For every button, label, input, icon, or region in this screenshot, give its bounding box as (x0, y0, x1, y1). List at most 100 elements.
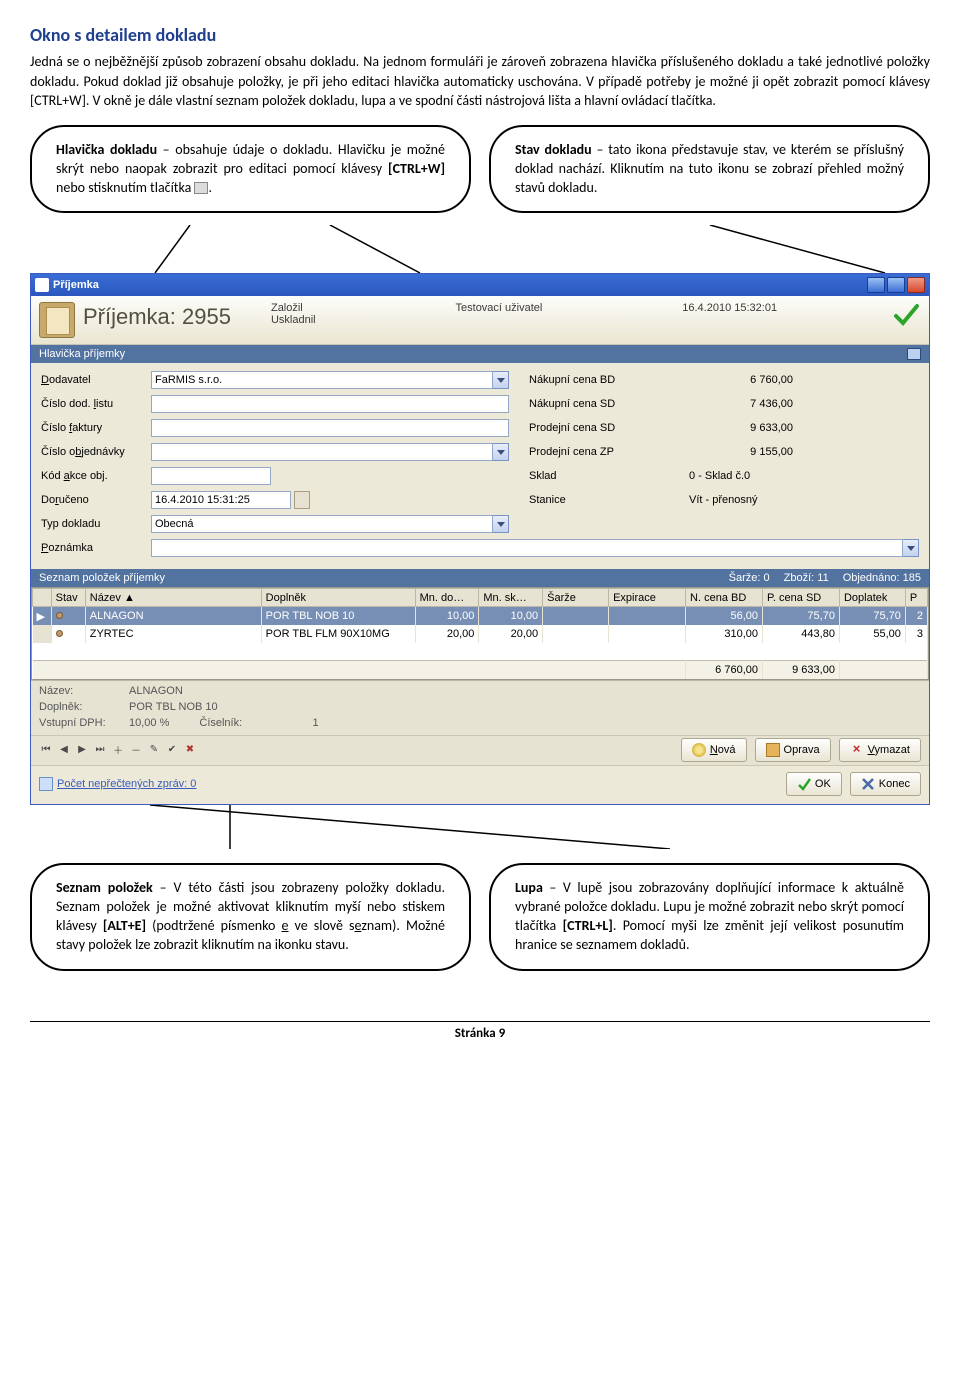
check-icon (797, 777, 811, 791)
sarze-label: Šarže: (729, 572, 761, 584)
grid-header-row[interactable]: Stav Název ▲ Doplněk Mn. do… Mn. sk… Šar… (33, 589, 928, 607)
cislo-obj-dropdown-icon[interactable] (493, 443, 509, 461)
lupa-nazev-value: ALNAGON (129, 685, 183, 697)
col-nazev[interactable]: Název ▲ (85, 589, 261, 607)
callout-pointers-bottom (30, 805, 930, 849)
zbozi-label: Zboží: (784, 572, 815, 584)
collapse-header-icon[interactable] (907, 348, 921, 360)
section-heading: Okno s detailem dokladu (30, 24, 930, 46)
lupa-doplnek-label: Doplněk: (39, 701, 129, 713)
nak-sd-label: Nákupní cena SD (529, 398, 689, 410)
lupa-doplnek-value: POR TBL NOB 10 (129, 701, 218, 713)
cislo-listu-label: Číslo dod. listu (41, 398, 151, 410)
status-icon[interactable] (893, 302, 919, 328)
nav-cancel-icon[interactable]: ✖ (183, 743, 197, 757)
stanice-value: Vít - přenosný (689, 494, 799, 506)
sklad-label: Sklad (529, 470, 689, 482)
obj-value: 185 (903, 572, 921, 584)
col-doplatek[interactable]: Doplatek (839, 589, 905, 607)
konec-button[interactable]: Konec (850, 772, 921, 796)
poznamka-label: Poznámka (41, 542, 151, 554)
status-message[interactable]: Počet nepřečtených zpráv: 0 (39, 777, 778, 791)
delete-icon: × (850, 743, 864, 757)
nav-edit-icon[interactable]: ✎ (147, 743, 161, 757)
dodavatel-label: Dodavatel (41, 374, 151, 386)
lupa-nazev-label: Název: (39, 685, 129, 697)
calendar-icon[interactable] (294, 491, 310, 509)
stanice-label: Stanice (529, 494, 689, 506)
nak-bd-label: Nákupní cena BD (529, 374, 689, 386)
sklad-value: 0 - Sklad č.0 (689, 470, 799, 482)
window-maximize-button[interactable] (887, 277, 905, 293)
window-close-button[interactable] (907, 277, 925, 293)
nak-bd-value: 6 760,00 (689, 374, 799, 386)
obj-label: Objednáno: (843, 572, 900, 584)
nav-add-icon[interactable]: ＋ (111, 743, 125, 757)
row-status-icon (56, 610, 68, 622)
grid-navigator[interactable]: ⏮ ◀ ▶ ⏭ ＋ － ✎ ✔ ✖ Nová Oprava ×Vymazat (31, 735, 929, 765)
prod-sd-value: 9 633,00 (689, 422, 799, 434)
lupa-dph-label: Vstupní DPH: (39, 717, 129, 729)
kod-akce-label: Kód akce obj. (41, 470, 151, 482)
titlebar[interactable]: Příjemka (31, 274, 929, 296)
items-grid[interactable]: Stav Název ▲ Doplněk Mn. do… Mn. sk… Šar… (31, 587, 929, 680)
typ-dokladu-dropdown-icon[interactable] (493, 515, 509, 533)
prod-sd-label: Prodejní cena SD (529, 422, 689, 434)
kod-akce-input[interactable] (151, 467, 271, 485)
nav-last-icon[interactable]: ⏭ (93, 743, 107, 757)
nav-prev-icon[interactable]: ◀ (57, 743, 71, 757)
prod-zp-value: 9 155,00 (689, 446, 799, 458)
table-row[interactable]: ▶ALNAGONPOR TBL NOB 1010,0010,0056,0075,… (33, 607, 928, 625)
grid-empty-area[interactable] (33, 643, 928, 661)
col-doplnek[interactable]: Doplněk (261, 589, 415, 607)
cislo-faktury-input[interactable] (151, 419, 509, 437)
seznam-section-bar: Seznam položek příjemky Šarže: 0 Zboží: … (31, 569, 929, 587)
col-mndo[interactable]: Mn. do… (415, 589, 479, 607)
message-icon (39, 777, 53, 791)
ok-button[interactable]: OK (786, 772, 842, 796)
foot-pcsd: 9 633,00 (763, 661, 840, 679)
star-icon (692, 743, 706, 757)
nav-ok-icon[interactable]: ✔ (165, 743, 179, 757)
grid-footer: 6 760,00 9 633,00 (33, 661, 928, 679)
dodavatel-input[interactable]: FaRMIS s.r.o. (151, 371, 493, 389)
meta-zalozil-label: Založil (271, 302, 426, 314)
table-row[interactable]: ZYRTECPOR TBL FLM 90X10MG20,0020,00310,0… (33, 625, 928, 643)
nak-sd-value: 7 436,00 (689, 398, 799, 410)
oprava-button[interactable]: Oprava (755, 738, 831, 762)
col-sarze[interactable]: Šarže (543, 589, 609, 607)
nova-button[interactable]: Nová (681, 738, 747, 762)
document-header: Příjemka: 2955 Založil Testovací uživate… (31, 296, 929, 345)
typ-dokladu-input[interactable]: Obecná (151, 515, 493, 533)
poznamka-input[interactable] (151, 539, 903, 557)
col-expirace[interactable]: Expirace (609, 589, 686, 607)
page-footer: Stránka 9 (30, 1021, 930, 1041)
callout-stav: Stav dokladu – tato ikona představuje st… (489, 125, 930, 214)
prod-zp-label: Prodejní cena ZP (529, 446, 689, 458)
col-pcsd[interactable]: P. cena SD (763, 589, 840, 607)
meta-zalozil-date: 16.4.2010 15:32:01 (682, 302, 887, 314)
nav-delete-icon[interactable]: － (129, 743, 143, 757)
nav-next-icon[interactable]: ▶ (75, 743, 89, 757)
prijemka-window: Příjemka Příjemka: 2955 Založil Testovac… (30, 273, 930, 805)
doruceno-input[interactable]: 16.4.2010 15:31:25 (151, 491, 291, 509)
cislo-listu-input[interactable] (151, 395, 509, 413)
close-icon (861, 777, 875, 791)
vymazat-button[interactable]: ×Vymazat (839, 738, 921, 762)
col-ncbd[interactable]: N. cena BD (686, 589, 763, 607)
intro-paragraph: Jedná se o nejběžnější způsob zobrazení … (30, 52, 930, 111)
col-p[interactable]: P (905, 589, 927, 607)
dodavatel-dropdown-icon[interactable] (493, 371, 509, 389)
nav-first-icon[interactable]: ⏮ (39, 743, 53, 757)
form-area: Dodavatel FaRMIS s.r.o. Číslo dod. listu… (31, 363, 929, 569)
sarze-value: 0 (764, 572, 770, 584)
cislo-obj-input[interactable] (151, 443, 493, 461)
meta-zalozil-value: Testovací uživatel (456, 302, 653, 314)
lupa-ciselnik-label: Číselník: (199, 717, 309, 729)
pencil-icon (766, 743, 780, 757)
poznamka-dropdown-icon[interactable] (903, 539, 919, 557)
lupa-panel: Název:ALNAGON Doplněk:POR TBL NOB 10 Vst… (31, 680, 929, 735)
window-minimize-button[interactable] (867, 277, 885, 293)
col-mnsk[interactable]: Mn. sk… (479, 589, 543, 607)
col-stav[interactable]: Stav (51, 589, 85, 607)
